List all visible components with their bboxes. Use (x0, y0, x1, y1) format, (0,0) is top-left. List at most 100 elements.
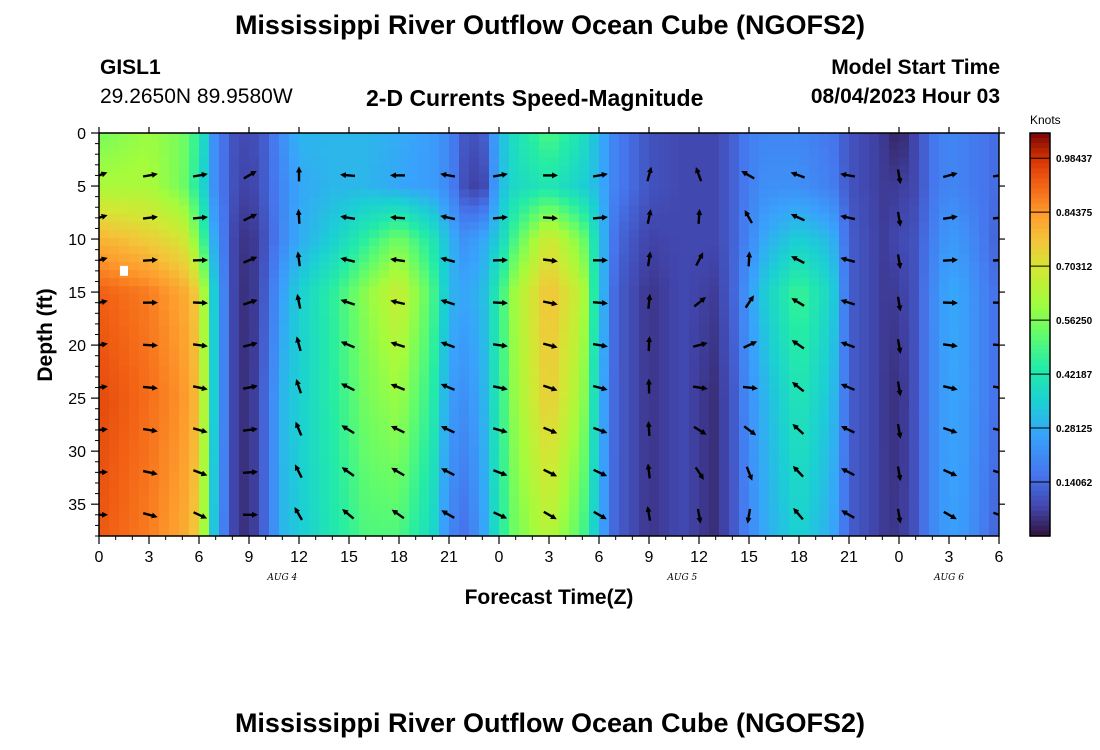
heatmap-cell (539, 133, 550, 142)
heatmap-cell (789, 205, 800, 215)
heatmap-cell (349, 382, 360, 392)
heatmap-cell (379, 350, 390, 360)
heatmap-cell (419, 455, 430, 465)
heatmap-cell (559, 407, 570, 416)
heatmap-cell (809, 423, 820, 432)
heatmap-cell (939, 261, 950, 271)
heatmap-cell (369, 173, 380, 182)
heatmap-cell (319, 447, 330, 456)
heatmap-cell (609, 189, 620, 199)
current-arrow (745, 508, 752, 524)
heatmap-cell (619, 286, 630, 295)
heatmap-cell (479, 133, 490, 142)
heatmap-cell (729, 527, 740, 536)
heatmap-cell (429, 310, 440, 319)
heatmap-cell (829, 286, 840, 295)
heatmap-cell (329, 350, 340, 360)
heatmap-cell (469, 294, 480, 303)
current-arrow (99, 171, 108, 178)
heatmap-cell (789, 374, 800, 384)
heatmap-cell (209, 479, 220, 489)
heatmap-cell (989, 278, 999, 287)
heatmap-cell (169, 487, 180, 497)
heatmap-cell (769, 423, 780, 432)
heatmap-cell (189, 294, 200, 303)
heatmap-cell (209, 310, 220, 319)
heatmap-cell (489, 278, 500, 287)
heatmap-cell (359, 423, 370, 432)
heatmap-cell (799, 415, 810, 424)
heatmap-cell (709, 149, 720, 158)
heatmap-cell (749, 471, 760, 481)
heatmap-cell (549, 447, 560, 456)
heatmap-cell (669, 342, 680, 352)
heatmap-cell (319, 221, 330, 231)
heatmap-cell (389, 527, 400, 536)
heatmap-cell (319, 237, 330, 247)
heatmap-cell (409, 398, 420, 408)
heatmap-cell (309, 237, 320, 247)
current-arrow (440, 298, 456, 306)
heatmap-cell (509, 149, 520, 158)
heatmap-cell (899, 286, 910, 295)
heatmap-cell (729, 213, 740, 223)
heatmap-cell (209, 471, 220, 481)
heatmap-cell (589, 479, 600, 489)
heatmap-cell (279, 431, 290, 440)
heatmap-cell (849, 133, 860, 142)
heatmap-cell (729, 141, 740, 150)
heatmap-cell (229, 261, 240, 271)
heatmap-cell (699, 326, 710, 336)
heatmap-cell (969, 253, 980, 263)
heatmap-cell (99, 463, 110, 473)
heatmap-cell (509, 229, 520, 239)
plot-subtitle: 2-D Currents Speed-Magnitude (366, 85, 704, 111)
heatmap-cell (809, 366, 820, 376)
heatmap-cell (609, 463, 620, 473)
heatmap-cell (129, 261, 140, 271)
heatmap-cell (689, 374, 700, 384)
heatmap-cell (849, 334, 860, 344)
heatmap-cell (929, 342, 940, 352)
heatmap-cell (289, 181, 300, 191)
heatmap-cell (809, 358, 820, 368)
heatmap-cell (419, 189, 430, 199)
heatmap-cell (339, 294, 350, 303)
heatmap-cell (159, 503, 170, 513)
heatmap-cell (909, 205, 920, 215)
heatmap-cell (119, 374, 130, 384)
heatmap-cell (799, 407, 810, 416)
heatmap-cell (709, 237, 720, 247)
heatmap-cell (139, 495, 150, 505)
heatmap-cell (609, 398, 620, 408)
heatmap-cell (199, 229, 210, 239)
heatmap-cell (629, 270, 640, 279)
heatmap-cell (99, 511, 110, 521)
heatmap-cell (849, 189, 860, 199)
colorbar-segment (1030, 460, 1050, 467)
heatmap-cell (919, 503, 930, 513)
heatmap-cell (389, 398, 400, 408)
heatmap-cell (909, 479, 920, 489)
heatmap-cell (759, 479, 770, 489)
heatmap-cell (309, 495, 320, 505)
heatmap-cell (229, 253, 240, 263)
heatmap-cell (799, 423, 810, 432)
heatmap-cell (599, 407, 610, 416)
heatmap-cell (339, 334, 350, 344)
heatmap-cell (589, 245, 600, 255)
heatmap-cell (819, 278, 830, 287)
heatmap-cell (689, 294, 700, 303)
colorbar-segment (1030, 394, 1050, 401)
heatmap-cell (809, 189, 820, 199)
heatmap-cell (159, 278, 170, 287)
heatmap-cell (199, 519, 210, 529)
heatmap-cell (969, 213, 980, 223)
heatmap-cell (979, 261, 990, 271)
heatmap-cell (649, 261, 660, 271)
heatmap-cell (709, 407, 720, 416)
colorbar-segment (1030, 490, 1050, 497)
current-arrow (645, 463, 652, 479)
heatmap-cell (319, 302, 330, 311)
heatmap-cell (709, 286, 720, 295)
